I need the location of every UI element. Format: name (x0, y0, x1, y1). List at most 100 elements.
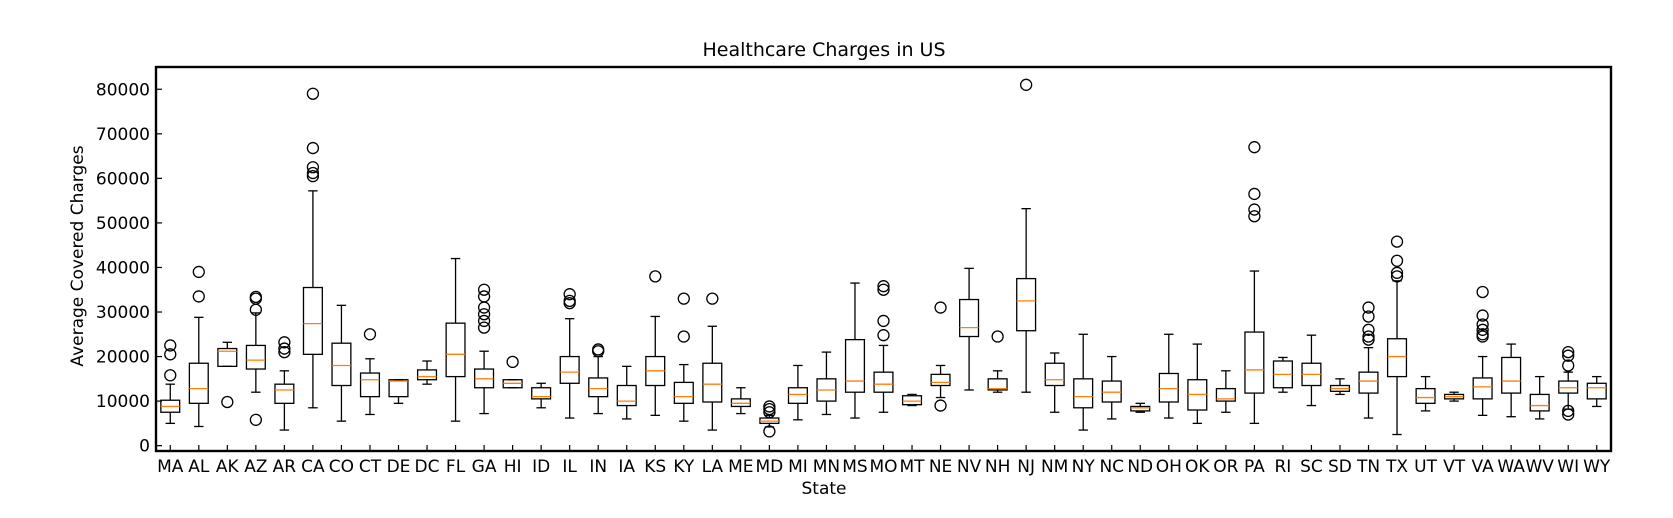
box-FL (445, 322, 466, 378)
y-tick-label: 60000 (96, 169, 150, 189)
x-tick-label: UT (1414, 457, 1437, 477)
box-TX (1386, 338, 1408, 378)
x-tick-label: OR (1213, 457, 1238, 477)
outlier-point (877, 314, 890, 328)
box-NH (987, 378, 1008, 391)
box-DE (388, 379, 409, 398)
x-tick-label: MO (869, 457, 897, 477)
y-tick-label: 70000 (96, 125, 150, 145)
outlier-point (164, 369, 177, 382)
outlier-point (934, 301, 947, 314)
x-tick-label: MT (899, 457, 925, 477)
box-NE (930, 373, 951, 387)
x-tick-label: TX (1385, 457, 1408, 477)
y-tick-label: 20000 (96, 348, 150, 368)
outlier-point (477, 283, 491, 296)
box-CA (302, 286, 323, 355)
outlier-point (278, 342, 291, 355)
outlier-point (1476, 285, 1489, 299)
box-WA (1501, 356, 1522, 394)
box-TN (1358, 371, 1379, 394)
chart-title: Healthcare Charges in US (702, 39, 945, 61)
box-NV (959, 298, 980, 338)
outlier-point (763, 406, 776, 419)
x-tick-label: RI (1274, 457, 1291, 477)
outlier-point (563, 288, 576, 301)
outlier-point (1476, 309, 1489, 322)
x-tick-label: NV (957, 457, 982, 477)
outlier-point (306, 87, 320, 100)
outlier-point (363, 328, 377, 341)
box-CO (331, 342, 352, 387)
y-tick-label: 40000 (96, 258, 150, 278)
outlier-point (164, 348, 177, 361)
x-tick-label: MA (157, 457, 184, 477)
outlier-point (477, 308, 491, 321)
outlier-point (221, 395, 234, 409)
box-KY (673, 381, 694, 404)
x-tick-label: SD (1328, 457, 1352, 477)
outlier-point (477, 314, 491, 328)
x-tick-label: VT (1443, 457, 1466, 477)
x-tick-label: WV (1525, 457, 1554, 477)
outlier-point (1562, 359, 1575, 372)
x-tick-label: OH (1156, 457, 1182, 477)
outlier-point (763, 425, 776, 438)
x-tick-label: MI (788, 457, 808, 477)
box-IL (559, 355, 580, 384)
box-MS (844, 338, 866, 393)
outlier-point (649, 270, 662, 283)
x-tick-label: PA (1244, 457, 1265, 477)
box-PA (1244, 331, 1265, 394)
box-OH (1158, 372, 1179, 403)
x-tick-label: NJ (1017, 457, 1035, 477)
outlier-point (592, 343, 605, 356)
x-tick-label: IA (618, 457, 635, 477)
x-tick-label: AR (273, 457, 297, 477)
x-tick-label: IL (562, 457, 577, 477)
outlier-point (877, 329, 890, 342)
outlier-point (877, 280, 890, 293)
x-tick-label: AK (216, 457, 240, 477)
box-IN (588, 377, 609, 398)
y-axis-label: Average Covered Charges (68, 145, 88, 366)
outlier-point (677, 330, 690, 343)
box-AK (217, 347, 238, 368)
outlier-point (1390, 235, 1404, 248)
box-UT (1415, 387, 1436, 404)
x-tick-label: ID (532, 457, 550, 477)
x-tick-label: WI (1557, 457, 1579, 477)
outlier-point (1476, 328, 1489, 341)
x-tick-label: KS (644, 457, 666, 477)
box-WV (1529, 393, 1550, 412)
outlier-point (249, 413, 263, 426)
box-AZ (245, 344, 266, 370)
box-NM (1044, 362, 1065, 387)
outlier-point (1362, 330, 1375, 343)
outlier-point (1562, 404, 1575, 418)
box-LA (702, 362, 723, 403)
box-MO (873, 371, 894, 393)
x-tick-label: DE (387, 457, 411, 477)
x-tick-label: MN (813, 457, 840, 477)
outlier-point (192, 265, 205, 279)
outlier-point (249, 290, 263, 304)
x-tick-label: AZ (244, 457, 267, 477)
box-MI (787, 387, 808, 404)
x-tick-label: IN (589, 457, 607, 477)
box-NY (1073, 378, 1094, 409)
outlier-point (1562, 408, 1575, 421)
x-tick-label: OK (1185, 457, 1210, 477)
box-ND (1130, 405, 1151, 412)
outlier-point (306, 169, 320, 183)
box-WI (1558, 380, 1579, 394)
outlier-point (1019, 78, 1033, 91)
box-WY (1586, 382, 1607, 400)
x-tick-label: FL (446, 457, 466, 477)
outlier-point (477, 301, 491, 314)
x-tick-label: ND (1127, 457, 1153, 477)
x-tick-label: GA (472, 457, 497, 477)
x-tick-label: WY (1583, 457, 1611, 477)
